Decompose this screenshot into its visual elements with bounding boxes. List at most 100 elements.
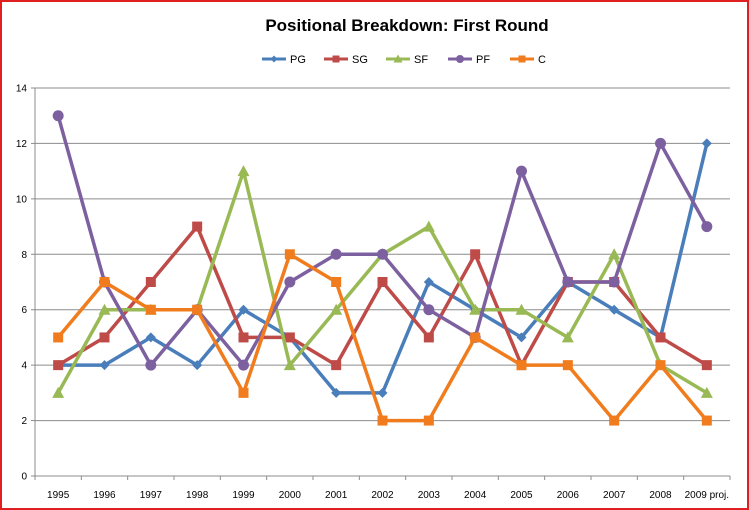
x-tick-label: 1999: [232, 490, 255, 501]
data-point-pf: [423, 304, 435, 316]
y-tick-label: 4: [21, 361, 27, 372]
data-point-sg: [192, 221, 203, 232]
data-point-c: [192, 304, 203, 315]
x-tick-label: 2003: [418, 490, 441, 501]
data-point-c: [562, 360, 573, 371]
x-tick-label: 1997: [140, 490, 163, 501]
data-point-pg: [192, 360, 203, 371]
y-tick-label: 14: [16, 84, 28, 95]
data-point-pf: [655, 137, 666, 149]
legend-marker: [518, 55, 526, 63]
legend-entry-sf: SF: [386, 54, 428, 66]
data-point-sg: [701, 360, 712, 371]
legend-label: PG: [290, 54, 306, 66]
data-point-pf: [608, 276, 620, 288]
x-tick-label: 2009 proj.: [685, 490, 729, 501]
data-point-sg: [99, 332, 110, 343]
data-point-sf: [561, 331, 574, 343]
data-point-sf: [98, 303, 111, 315]
data-point-pg: [145, 332, 156, 343]
y-tick-label: 2: [21, 416, 27, 427]
x-tick-label: 2000: [279, 490, 302, 501]
data-point-pg: [701, 138, 712, 149]
data-point-pf: [377, 248, 388, 260]
x-tick-label: 2004: [464, 490, 487, 501]
legend-label: PF: [476, 54, 490, 66]
x-tick-label: 2008: [649, 490, 672, 501]
series-pf: [52, 110, 713, 371]
series-sg: [53, 221, 712, 371]
legend-entry-pg: PG: [262, 54, 306, 66]
data-point-c: [331, 277, 342, 287]
data-point-sf: [515, 303, 528, 315]
data-point-c: [609, 415, 620, 426]
x-axis-ticks: 1995 1996 1997 1998 1999 2000 2001 2002 2003 2004…: [34, 476, 731, 501]
y-axis-ticks: 0 2 4 6 8 10 12 14: [16, 84, 35, 483]
y-tick-label: 0: [21, 472, 27, 483]
data-point-c: [145, 304, 156, 315]
x-tick-label: 1996: [93, 490, 116, 501]
data-point-sf: [469, 303, 482, 315]
legend-marker: [332, 55, 340, 63]
legend-entry-c: C: [510, 54, 546, 66]
data-point-c: [516, 360, 527, 371]
y-tick-label: 6: [21, 305, 27, 316]
x-tick-label: 2001: [325, 490, 348, 501]
data-point-sf: [422, 220, 435, 232]
series-c: [53, 249, 712, 426]
series-pg: [53, 138, 712, 398]
x-tick-label: 2002: [371, 490, 394, 501]
legend-entry-sg: SG: [324, 54, 368, 66]
series-line-sg: [56, 224, 709, 367]
data-point-sf: [700, 386, 713, 398]
data-point-pg: [516, 332, 527, 343]
data-point-c: [99, 277, 110, 287]
x-tick-label: 2005: [510, 490, 533, 501]
data-point-c: [238, 387, 249, 398]
data-point-pg: [238, 304, 249, 315]
data-point-c: [470, 332, 481, 343]
data-point-sg: [423, 332, 434, 343]
chart-title: Positional Breakdown: First Round: [265, 16, 548, 35]
data-point-sf: [52, 386, 65, 398]
data-point-pf: [330, 248, 342, 260]
legend-label: C: [538, 54, 546, 66]
data-point-pf: [238, 359, 249, 371]
data-point-c: [423, 415, 434, 426]
data-point-sg: [377, 277, 388, 287]
data-point-sf: [237, 165, 250, 177]
data-point-c: [377, 415, 388, 426]
data-point-pg: [99, 360, 110, 371]
data-point-c: [701, 415, 712, 426]
x-tick-label: 1998: [186, 490, 209, 501]
data-point-pg: [423, 277, 434, 287]
data-point-c: [655, 360, 666, 371]
legend: PG SG SF PF C: [262, 54, 546, 66]
x-tick-label: 2007: [603, 490, 626, 501]
data-point-sg: [284, 332, 295, 343]
data-point-pg: [377, 387, 388, 398]
x-tick-label: 1995: [47, 490, 70, 501]
series-line-pg: [56, 141, 709, 395]
data-point-pf: [284, 276, 296, 288]
legend-label: SF: [414, 54, 428, 66]
data-point-pf: [516, 165, 527, 177]
legend-marker: [393, 54, 403, 63]
legend-marker: [270, 55, 278, 63]
x-tick-label: 2006: [557, 490, 580, 501]
data-point-sg: [145, 277, 156, 287]
data-point-sg: [331, 360, 342, 371]
axes: [34, 88, 730, 477]
legend-entry-pf: PF: [448, 54, 490, 66]
data-point-pf: [701, 221, 713, 233]
data-point-sg: [53, 360, 64, 371]
data-point-sg: [655, 332, 666, 343]
data-point-sg: [238, 332, 249, 343]
legend-label: SG: [352, 54, 368, 66]
data-point-pg: [609, 304, 620, 315]
data-point-sf: [283, 359, 296, 371]
data-point-sf: [330, 303, 343, 315]
series-line-pf: [56, 113, 709, 367]
data-point-pg: [331, 387, 342, 398]
